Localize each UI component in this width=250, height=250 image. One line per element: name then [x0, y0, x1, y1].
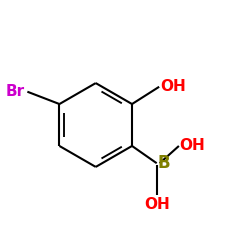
Text: OH: OH: [144, 196, 170, 212]
Text: B: B: [158, 154, 170, 172]
Text: OH: OH: [160, 79, 186, 94]
Text: OH: OH: [180, 138, 205, 154]
Text: Br: Br: [6, 84, 25, 99]
